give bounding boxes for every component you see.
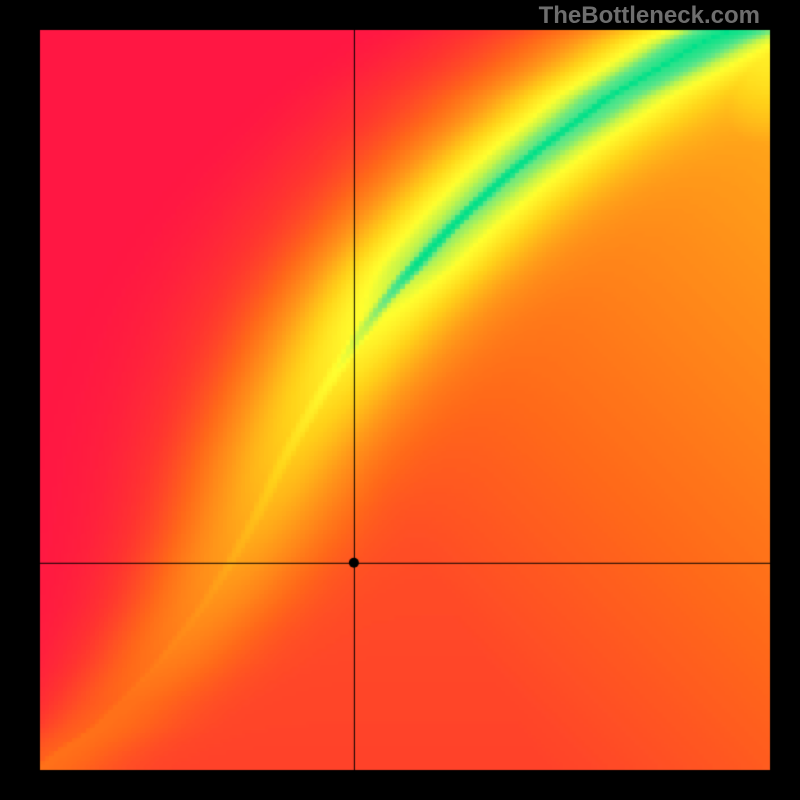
chart-stage: TheBottleneck.com	[0, 0, 800, 800]
watermark-text: TheBottleneck.com	[539, 2, 760, 30]
heatmap-canvas	[0, 0, 800, 800]
